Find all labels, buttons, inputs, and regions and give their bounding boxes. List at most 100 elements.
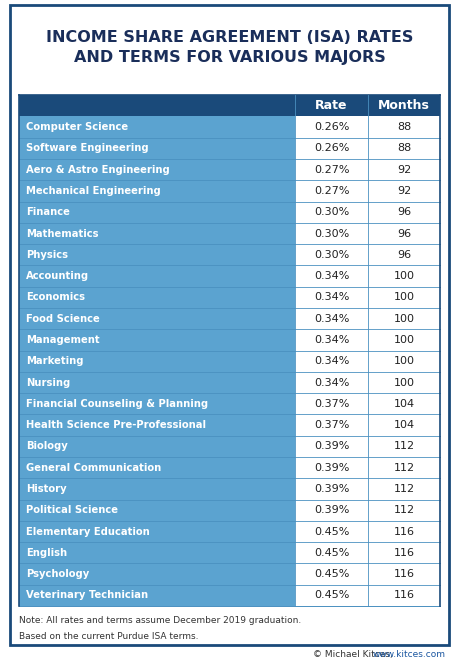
Bar (19, 329, 295, 350)
Text: 0.45%: 0.45% (314, 569, 349, 579)
Text: 0.26%: 0.26% (314, 143, 349, 153)
Text: 112: 112 (394, 442, 415, 451)
Bar (295, 265, 440, 286)
Text: 100: 100 (394, 378, 415, 387)
Bar (19, 286, 295, 308)
Bar (295, 244, 440, 265)
Bar (295, 180, 440, 201)
Text: Finance: Finance (26, 207, 70, 217)
Bar (295, 393, 440, 414)
Bar (19, 478, 295, 500)
Text: 0.37%: 0.37% (314, 420, 349, 430)
Text: 100: 100 (394, 314, 415, 323)
Bar (19, 180, 295, 201)
Text: Veterinary Technician: Veterinary Technician (26, 591, 148, 601)
Bar (19, 265, 295, 286)
Text: 112: 112 (394, 484, 415, 494)
Bar (295, 223, 440, 244)
Text: 0.30%: 0.30% (314, 250, 349, 260)
Text: 0.26%: 0.26% (314, 122, 349, 132)
Text: 112: 112 (394, 506, 415, 515)
Text: www.kitces.com: www.kitces.com (372, 650, 445, 659)
Bar (295, 159, 440, 180)
Text: 0.45%: 0.45% (314, 591, 349, 601)
Text: 104: 104 (394, 399, 415, 409)
Text: Accounting: Accounting (26, 271, 89, 281)
Text: Software Engineering: Software Engineering (26, 143, 149, 153)
Text: 92: 92 (397, 164, 411, 175)
Text: 116: 116 (394, 527, 415, 537)
Bar (19, 500, 295, 521)
Bar (19, 457, 295, 478)
Bar (295, 521, 440, 542)
Bar (295, 308, 440, 329)
Text: 0.39%: 0.39% (314, 506, 349, 515)
Text: Food Science: Food Science (26, 314, 100, 323)
Bar (19, 372, 295, 393)
Bar (295, 350, 440, 372)
Bar (19, 244, 295, 265)
Text: Psychology: Psychology (26, 569, 89, 579)
Text: Nursing: Nursing (26, 378, 70, 387)
Text: 116: 116 (394, 591, 415, 601)
Bar (19, 564, 295, 585)
Bar (19, 585, 295, 606)
Text: Months: Months (378, 99, 430, 112)
Bar (19, 223, 295, 244)
Text: 92: 92 (397, 186, 411, 196)
Text: 0.30%: 0.30% (314, 207, 349, 217)
Bar (295, 478, 440, 500)
Text: 100: 100 (394, 335, 415, 345)
Bar (19, 138, 295, 159)
Bar (295, 585, 440, 606)
Bar (19, 350, 295, 372)
Text: Rate: Rate (315, 99, 348, 112)
Bar (295, 500, 440, 521)
Text: Mathematics: Mathematics (26, 228, 98, 238)
Text: 0.27%: 0.27% (314, 164, 349, 175)
Bar (295, 564, 440, 585)
Text: 0.34%: 0.34% (314, 314, 349, 323)
Bar (19, 159, 295, 180)
Text: Computer Science: Computer Science (26, 122, 128, 132)
Text: 0.34%: 0.34% (314, 335, 349, 345)
Text: Based on the current Purdue ISA terms.: Based on the current Purdue ISA terms. (19, 632, 199, 641)
Text: 116: 116 (394, 569, 415, 579)
Bar (19, 393, 295, 414)
Bar (19, 436, 295, 457)
Text: Elementary Education: Elementary Education (26, 527, 150, 537)
Text: Management: Management (26, 335, 100, 345)
Bar (19, 95, 440, 116)
Bar (295, 372, 440, 393)
Text: Aero & Astro Engineering: Aero & Astro Engineering (26, 164, 169, 175)
Text: 0.39%: 0.39% (314, 442, 349, 451)
Bar (295, 542, 440, 564)
Text: 104: 104 (394, 420, 415, 430)
Text: 0.34%: 0.34% (314, 271, 349, 281)
Text: 0.27%: 0.27% (314, 186, 349, 196)
Text: 100: 100 (394, 271, 415, 281)
Text: Marketing: Marketing (26, 356, 83, 366)
Text: History: History (26, 484, 67, 494)
Text: © Michael Kitces,: © Michael Kitces, (313, 650, 395, 659)
Text: 0.45%: 0.45% (314, 527, 349, 537)
Bar (19, 201, 295, 223)
Bar (295, 436, 440, 457)
Bar (295, 329, 440, 350)
Bar (19, 116, 295, 138)
Text: 0.39%: 0.39% (314, 484, 349, 494)
Text: 0.39%: 0.39% (314, 463, 349, 473)
Text: 100: 100 (394, 292, 415, 302)
Text: 96: 96 (397, 228, 411, 238)
Text: 0.34%: 0.34% (314, 292, 349, 302)
Text: English: English (26, 548, 67, 558)
Bar (19, 308, 295, 329)
Text: 0.37%: 0.37% (314, 399, 349, 409)
Text: 96: 96 (397, 250, 411, 260)
Text: 0.30%: 0.30% (314, 228, 349, 238)
Text: Note: All rates and terms assume December 2019 graduation.: Note: All rates and terms assume Decembe… (19, 616, 301, 625)
Bar (295, 457, 440, 478)
Bar (295, 138, 440, 159)
Text: General Communication: General Communication (26, 463, 161, 473)
Text: 0.45%: 0.45% (314, 548, 349, 558)
